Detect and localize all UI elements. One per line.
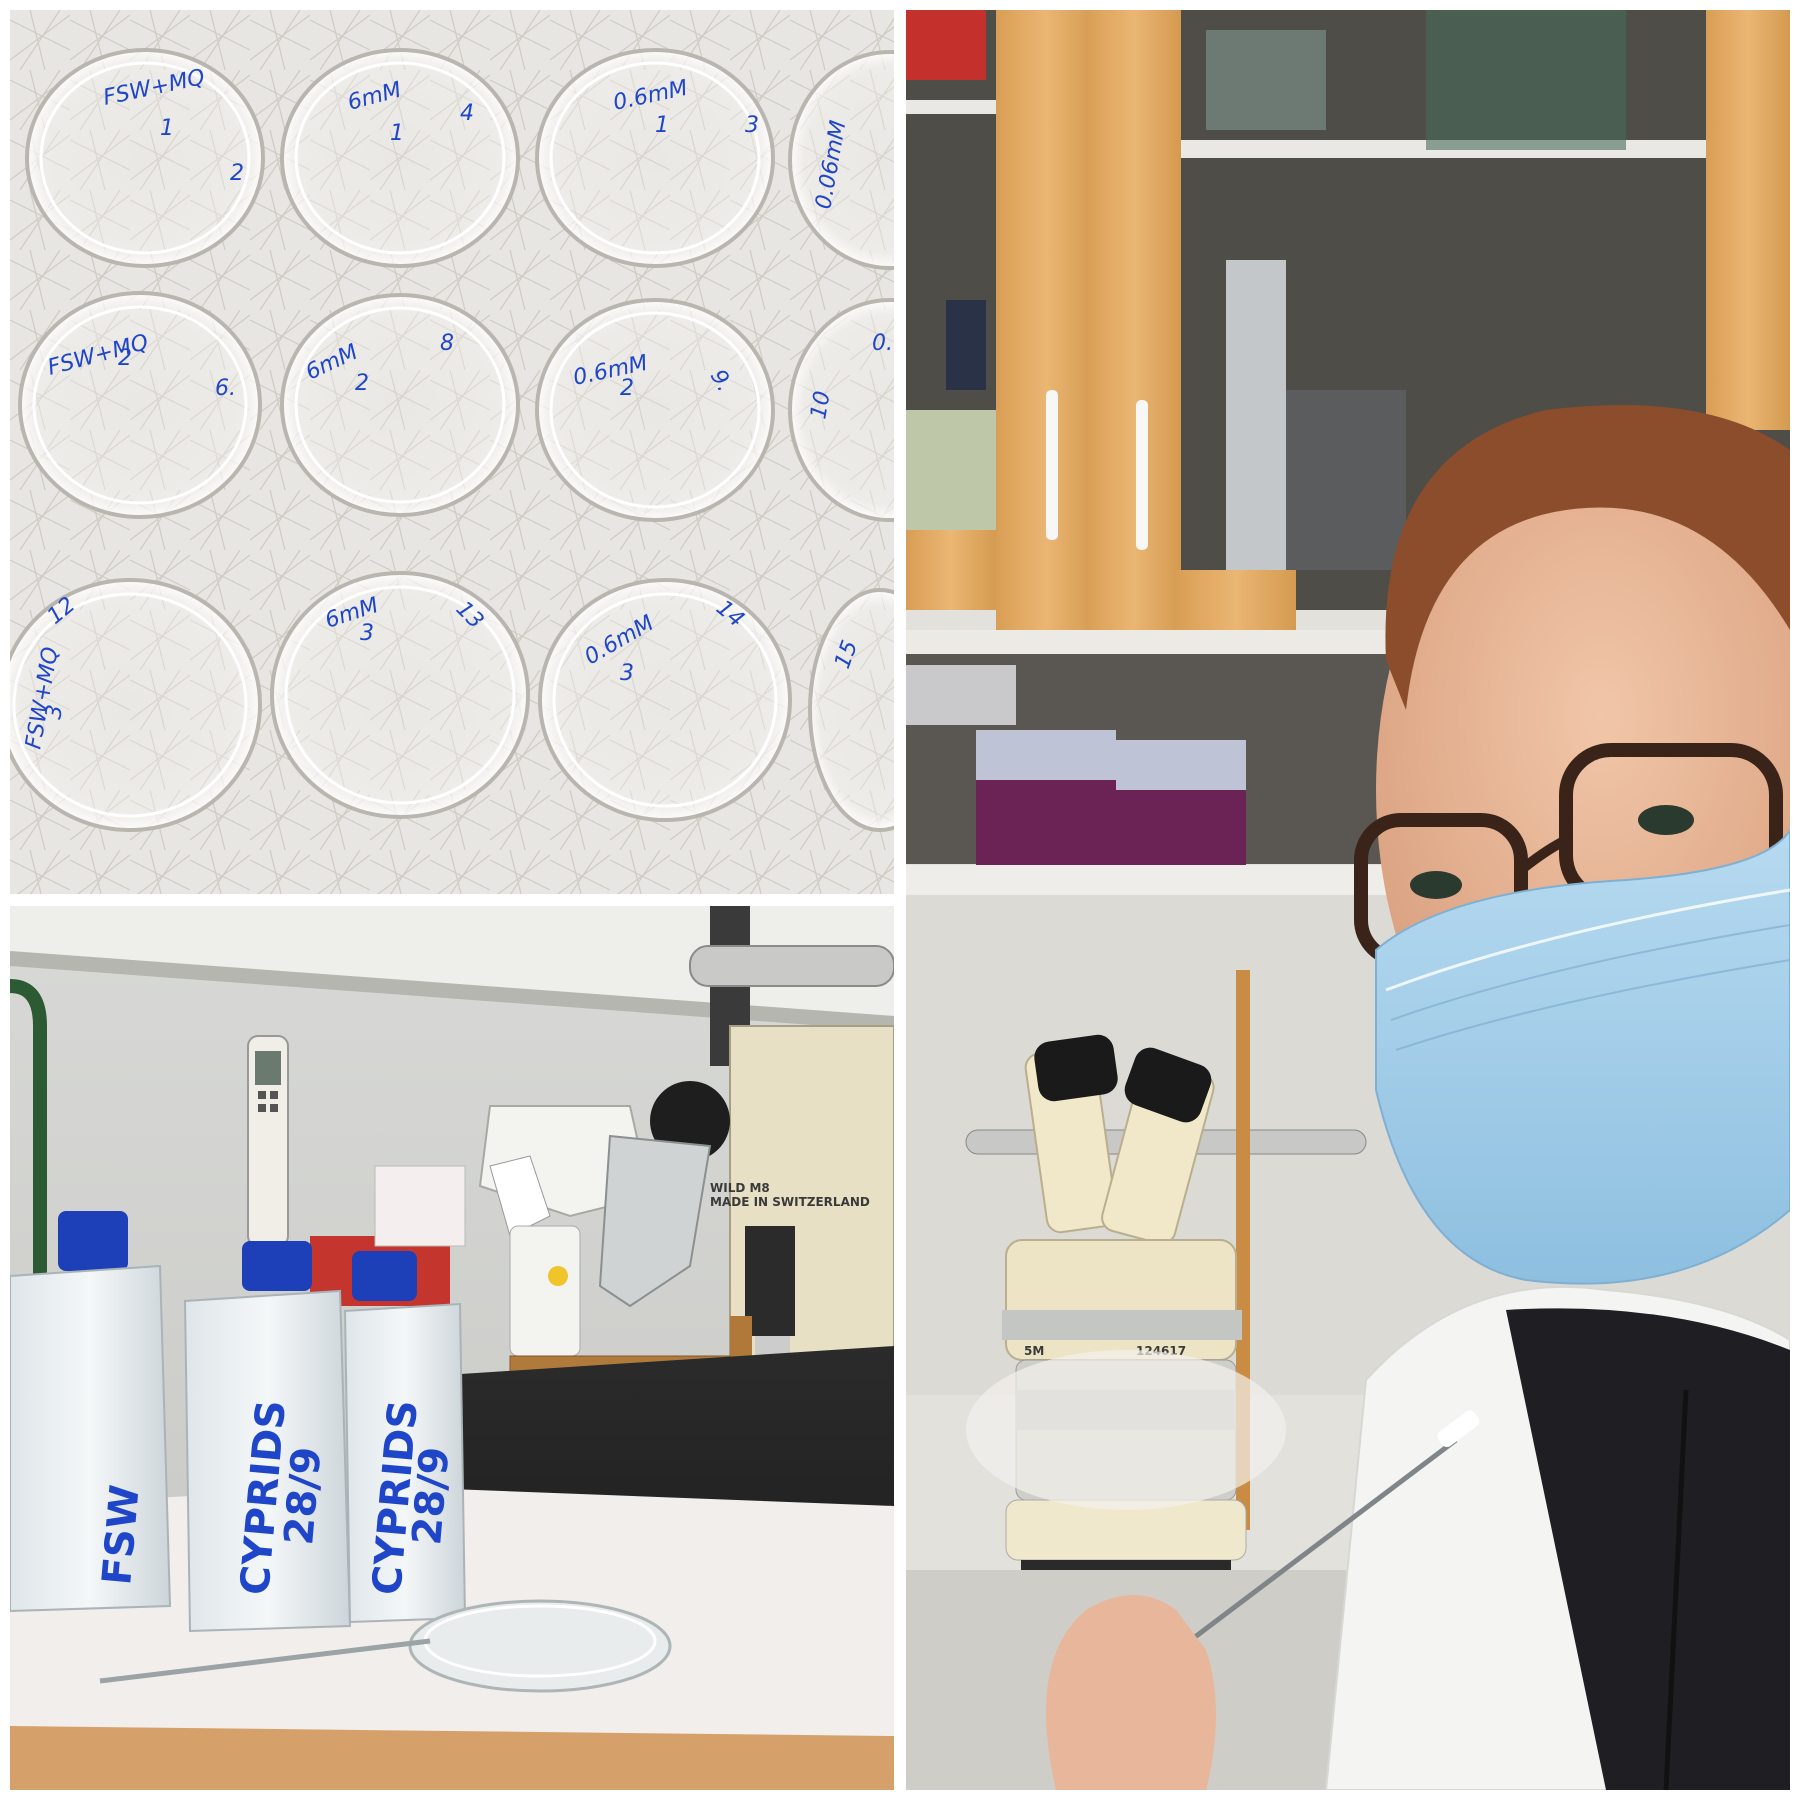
cabinet-door-right[interactable] xyxy=(1706,10,1790,430)
lab-bench-svg: WILD M8 MADE IN SWITZERLAND FSW CYP xyxy=(10,906,894,1790)
culture-flask-3[interactable]: CYPRIDS 28/9 xyxy=(343,1251,467,1624)
petri-dishes-svg: FSW+MQ 1 2 6mM 1 4 0.6mM 1 3 0.06mM FSW+… xyxy=(10,10,894,894)
dish-label-rep: 3 xyxy=(41,703,68,721)
dish-r1-c3: 0.6mM 1 3 xyxy=(535,48,775,268)
researcher-selfie-photo: 5M 124617 xyxy=(906,10,1790,1790)
dish-r1-c4: 0.06mM xyxy=(788,50,894,270)
hair xyxy=(1385,405,1790,710)
ring-light-diffuser xyxy=(966,1350,1286,1510)
dish-label-num: 8 xyxy=(440,331,454,356)
dish-label-rep: 2 xyxy=(620,376,634,401)
wooden-edge xyxy=(10,1726,894,1790)
flask-label-line2: 28/9 xyxy=(404,1445,458,1547)
dish-label-num: 10 xyxy=(806,389,835,421)
dish-label-num: 6. xyxy=(215,376,236,401)
researcher xyxy=(1324,405,1790,1790)
dish-label-rep: 3 xyxy=(620,661,634,686)
microscope-origin: MADE IN SWITZERLAND xyxy=(710,1195,870,1209)
dish-label-num: 2 xyxy=(230,161,244,186)
dish-r1-c1: FSW+MQ 1 2 xyxy=(25,48,265,268)
culture-flask-2[interactable]: CYPRIDS 28/9 xyxy=(183,1241,352,1633)
culture-flask-1[interactable]: FSW xyxy=(10,1211,172,1613)
flask-cap xyxy=(242,1241,312,1291)
small-petri-dish[interactable] xyxy=(408,1599,672,1693)
dish-label-group: 0.0 xyxy=(872,331,894,356)
microscope-brand: WILD M8 xyxy=(710,1181,770,1195)
flask-cap xyxy=(58,1211,128,1271)
flask-label-line2: 28/9 xyxy=(276,1445,330,1547)
dish-r3-c2: 6mM 3 13 xyxy=(270,571,530,819)
hand xyxy=(1046,1595,1216,1790)
cabinet-handle-right[interactable] xyxy=(1136,400,1148,550)
upper-shelf xyxy=(10,906,894,1016)
researcher-selfie-svg: 5M 124617 xyxy=(906,10,1790,1790)
petri-dishes-photo: FSW+MQ 1 2 6mM 1 4 0.6mM 1 3 0.06mM FSW+… xyxy=(10,10,894,894)
microscope-model: 5M xyxy=(1024,1344,1044,1358)
dish-label-num: 4 xyxy=(460,101,474,126)
cabinet-door-center[interactable] xyxy=(1086,10,1181,630)
flask-label-line1: FSW xyxy=(94,1483,149,1587)
eyepiece-right[interactable] xyxy=(1120,1043,1216,1127)
dish-label-rep: 1 xyxy=(160,116,174,141)
dish-label-rep: 1 xyxy=(655,113,669,138)
white-box xyxy=(374,1165,466,1247)
dish-label-num: 3 xyxy=(745,113,759,138)
dish-r3-c3: 0.6mM 3 14 xyxy=(538,578,792,822)
cabinet-door-left[interactable] xyxy=(996,10,1096,630)
dish-r1-c2: 6mM 1 4 xyxy=(280,48,520,268)
electronic-pipette xyxy=(247,1035,289,1247)
hand-with-needle[interactable] xyxy=(1046,1408,1482,1790)
lab-bench-photo: WILD M8 MADE IN SWITZERLAND FSW CYP xyxy=(10,906,894,1790)
dish-label-rep: 3 xyxy=(360,621,374,646)
ring-lamp xyxy=(478,1105,712,1357)
cabinet-handle-left[interactable] xyxy=(1046,390,1058,540)
tip-boxes xyxy=(976,730,1246,870)
dish-r3-c4: 15 xyxy=(808,588,894,832)
black-shirt xyxy=(1506,1308,1790,1790)
dish-r2-c3: 0.6mM 2 9. xyxy=(535,298,775,522)
dish-r2-c4: 0.0 10 xyxy=(788,298,894,522)
needle[interactable] xyxy=(1189,1438,1458,1642)
eyepiece-left[interactable] xyxy=(1032,1033,1120,1104)
earphone-cable xyxy=(1663,1389,1689,1790)
dish-r2-c2: 6mM 2 8 xyxy=(280,293,520,517)
dish-r3-c1: FSW+MQ 3 12 xyxy=(10,578,262,832)
dish-label-rep: 2 xyxy=(355,371,369,396)
dish-label-rep: 1 xyxy=(390,121,404,146)
dish-r2-c1: FSW+MQ 2 6. xyxy=(18,291,262,519)
stereo-microscope[interactable]: WILD M8 MADE IN SWITZERLAND xyxy=(650,906,894,1367)
dish-label-rep: 2 xyxy=(118,346,132,371)
dissecting-needle[interactable] xyxy=(99,1638,431,1684)
green-tube xyxy=(10,979,47,1306)
flask-cap xyxy=(352,1251,417,1301)
